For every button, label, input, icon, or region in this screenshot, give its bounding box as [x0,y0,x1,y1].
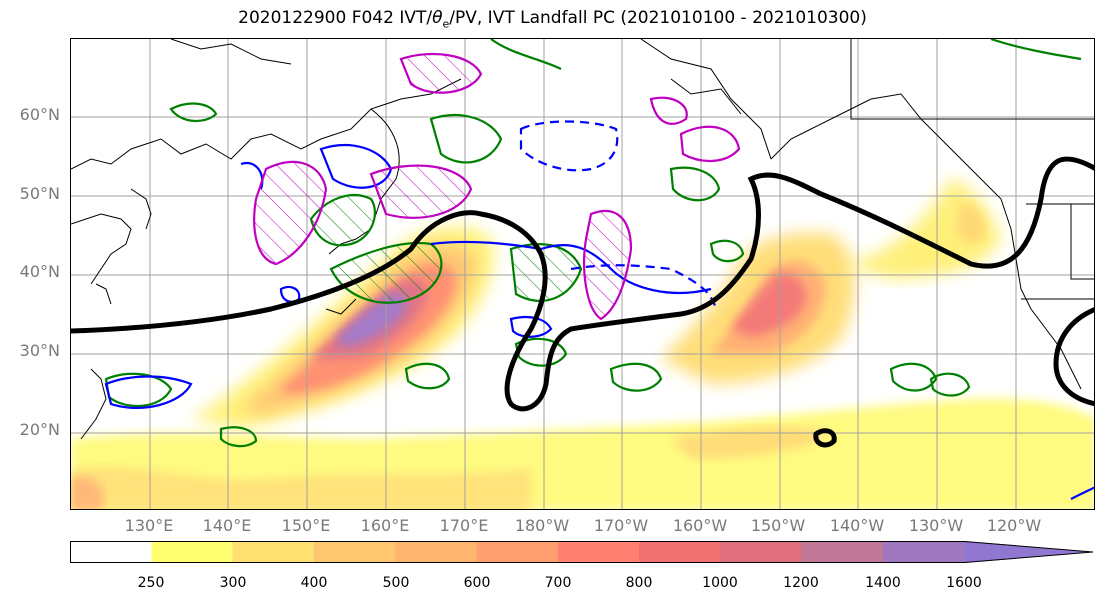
lat-label-40n: 40°N [19,262,60,281]
colorbar-label-500: 500 [382,575,410,591]
ivt-anomaly-contours [253,52,741,321]
colorbar-label-1000: 1000 [702,575,738,591]
theta-e-contours [104,120,1094,500]
colorbar-segment [883,541,965,563]
colorbar-outline [70,541,1094,563]
colorbar-segment [70,541,152,563]
colorbar-label-300: 300 [219,575,247,591]
colorbar-segment [395,541,477,563]
colorbar-segment [151,541,234,563]
colorbar-label-400: 400 [300,575,328,591]
lat-label-60n: 60°N [19,105,60,124]
colorbar-segment [720,541,803,563]
colorbar-segment [639,541,721,563]
lon-label-120w: 120°W [986,516,1042,535]
colorbar-segment [557,541,640,563]
colorbar-segment [313,541,396,563]
lon-label-160e: 160°E [360,516,410,535]
ivt-shading [71,179,1094,509]
colorbar-label-1200: 1200 [783,575,819,591]
lon-label-170w: 170°W [593,516,649,535]
lon-label-180w: 180°W [514,516,570,535]
colorbar-label-700: 700 [544,575,572,591]
colorbar [70,541,1094,563]
colorbar-label-1400: 1400 [865,575,901,591]
map-canvas [71,39,1094,509]
map-title: 2020122900 F042 IVT/θe/PV, IVT Landfall … [238,8,867,31]
lon-label-140w: 140°W [829,516,885,535]
coastlines [71,39,1094,440]
colorbar-label-600: 600 [463,575,491,591]
colorbar-segment [801,541,884,563]
map-panel [70,38,1095,510]
colorbar-segment [964,541,1094,563]
lon-label-150w: 150°W [750,516,806,535]
lat-label-20n: 20°N [19,420,60,439]
colorbar-segment [476,541,559,563]
lon-label-130e: 130°E [124,516,174,535]
lat-label-50n: 50°N [19,184,60,203]
lat-label-30n: 30°N [19,341,60,360]
colorbar-segment [232,541,315,563]
colorbar-label-800: 800 [625,575,653,591]
lon-label-150e: 150°E [281,516,331,535]
pc-contour [71,156,1094,448]
lon-label-130w: 130°W [908,516,964,535]
lon-label-160w: 160°W [672,516,728,535]
colorbar-label-1600: 1600 [946,575,982,591]
lon-label-170e: 170°E [439,516,489,535]
lon-label-140e: 140°E [202,516,252,535]
colorbar-label-250: 250 [137,575,165,591]
